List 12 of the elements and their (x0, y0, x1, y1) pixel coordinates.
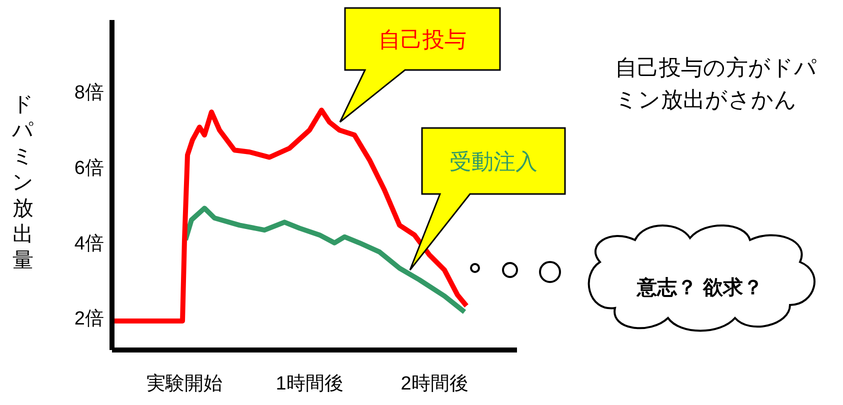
x-tick-label: 1時間後 (276, 373, 344, 394)
x-tick-label: 実験開始 (146, 372, 222, 394)
y-tick-label: 8倍 (74, 82, 104, 104)
x-tick-label: 2時間後 (400, 373, 468, 394)
y-tick-label: 6倍 (74, 158, 104, 179)
y-tick-label: 4倍 (74, 233, 104, 254)
text: 自己投与の方がドパミン放出がさかん (615, 54, 818, 114)
y-axis-title: ドパミン放出量 (12, 92, 34, 274)
text: 自己投与 (378, 27, 466, 52)
y-tick-label: 2倍 (74, 308, 104, 330)
text: 受動注入 (450, 149, 538, 174)
text: 意志？ 欲求？ (636, 276, 763, 299)
